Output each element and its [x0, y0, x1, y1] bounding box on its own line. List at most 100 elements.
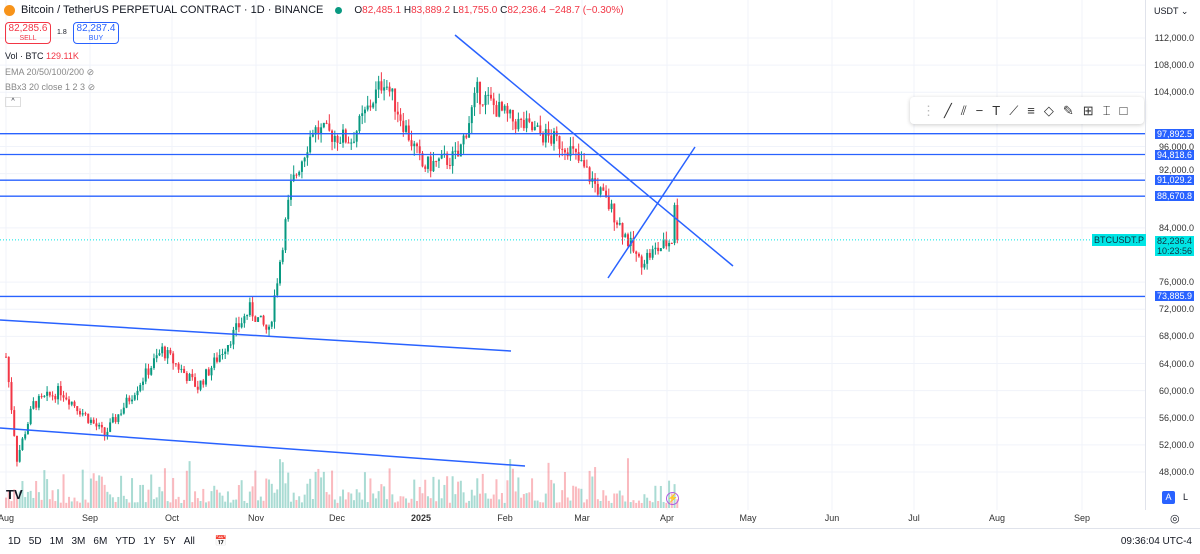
candle-body — [287, 199, 290, 220]
ray-icon[interactable]: ⟋ — [1009, 102, 1019, 118]
brush-icon[interactable]: ✎ — [1062, 102, 1074, 118]
volume-bar — [648, 500, 651, 508]
candle-body — [448, 164, 451, 166]
range-button-all[interactable]: All — [183, 536, 195, 547]
range-button-6m[interactable]: 6M — [93, 536, 108, 547]
candle-body — [317, 127, 320, 134]
candle-body — [117, 414, 120, 422]
last-price-label: 82,236.4 10:23:56 — [1154, 235, 1194, 256]
candle-body — [492, 98, 495, 106]
price-range-icon[interactable]: ⌶ — [1102, 102, 1111, 118]
volume-bar — [289, 501, 292, 508]
trend-line-icon[interactable]: ╱ — [944, 102, 952, 118]
candle-body — [226, 345, 229, 352]
volume-bar — [87, 502, 90, 508]
price-tick-label: 52,000.0 — [1158, 439, 1194, 450]
hidden-eye-icon[interactable]: ⊘ — [87, 82, 96, 92]
range-button-1d[interactable]: 1D — [8, 536, 21, 547]
volume-bar — [492, 494, 495, 508]
volume-bar — [574, 486, 577, 508]
parallel-channel-icon[interactable]: ⫽ — [960, 102, 967, 118]
currency-select[interactable]: USDT ⌄ — [1154, 6, 1189, 16]
fib-icon[interactable]: ≡ — [1027, 103, 1035, 118]
volume-bar — [147, 489, 150, 508]
candle-body — [62, 395, 65, 398]
candle-body — [383, 87, 386, 91]
volume-bar — [100, 476, 103, 508]
settings-icon[interactable]: ◎ — [1170, 513, 1180, 525]
volume-bar — [314, 471, 317, 508]
sell-button[interactable]: 82,285.6 SELL — [5, 22, 51, 44]
range-button-1y[interactable]: 1Y — [143, 536, 156, 547]
volume-indicator[interactable]: Vol · BTC 129.11K — [5, 51, 79, 61]
volume-bar — [54, 501, 57, 508]
volume-bar — [426, 496, 429, 508]
candle-body — [621, 223, 624, 238]
scale-log-button[interactable]: L — [1182, 492, 1188, 502]
volume-bar — [240, 480, 243, 508]
candle-body — [303, 157, 306, 162]
clock[interactable]: 09:36:04 UTC-4 — [1120, 536, 1192, 547]
range-button-ytd[interactable]: YTD — [115, 536, 136, 547]
eraser-icon[interactable]: ◇ — [1043, 102, 1054, 118]
volume-bar — [659, 485, 662, 508]
volume-bar — [610, 502, 613, 508]
volume-bar — [421, 493, 424, 508]
date-range-icon[interactable]: 📅 — [214, 536, 228, 547]
volume-bar — [361, 499, 364, 508]
volume-bar — [292, 492, 295, 508]
range-button-5y[interactable]: 5Y — [163, 536, 176, 547]
volume-bar — [139, 484, 142, 508]
range-button-1m[interactable]: 1M — [49, 536, 64, 547]
time-axis[interactable]: Aug Sep Oct Nov Dec 2025 Feb Mar Apr May Jun Jul Aug… — [0, 510, 1145, 528]
horizontal-ray-icon[interactable]: − — [975, 103, 984, 118]
volume-bar — [142, 484, 144, 508]
volume-bar — [158, 486, 161, 508]
candle-body — [624, 234, 627, 238]
candle-body — [465, 135, 468, 138]
candle-body — [70, 401, 73, 405]
candle-body — [668, 243, 671, 247]
drag-handle-icon[interactable]: ⋮ — [922, 102, 935, 118]
candle-body — [588, 167, 591, 182]
candle-body — [358, 115, 361, 132]
buy-button[interactable]: 82,287.4 BUY — [73, 22, 119, 44]
ema-indicator[interactable]: EMA 20/50/100/200 ⊘ — [5, 67, 95, 77]
rectangle-icon[interactable]: □ — [1119, 103, 1128, 118]
candle-body — [13, 410, 16, 436]
candle-body — [435, 160, 438, 162]
candle-body — [366, 105, 369, 110]
price-chart[interactable] — [0, 0, 1145, 510]
collapse-legend-button[interactable]: ^ — [5, 97, 21, 107]
measure-icon[interactable]: ⊞ — [1082, 102, 1094, 118]
bb-indicator[interactable]: BBx3 20 close 1 2 3 ⊘ — [5, 82, 96, 92]
range-button-5d[interactable]: 5D — [28, 536, 42, 547]
bolt-icon[interactable]: ⚡ — [666, 492, 679, 505]
symbol-title[interactable]: Bitcoin / TetherUS PERPETUAL CONTRACT · … — [21, 4, 324, 16]
range-button-3m[interactable]: 3M — [71, 536, 86, 547]
market-status-icon — [335, 6, 343, 14]
candle-body — [174, 363, 177, 365]
candle-body — [511, 109, 514, 122]
candle-body — [476, 81, 479, 93]
time-tick-label: Apr — [659, 513, 675, 523]
candle-body — [43, 395, 46, 397]
volume-bar — [163, 468, 166, 508]
candle-body — [363, 109, 366, 114]
price-axis[interactable]: USDT ⌄ A L 112,000.0 108,000.0 104,000.0 96… — [1145, 0, 1200, 510]
volume-bar — [89, 478, 92, 508]
candle-body — [514, 121, 517, 130]
scale-auto-button[interactable]: A — [1162, 491, 1175, 504]
volume-bar — [229, 502, 232, 508]
candle-body — [133, 395, 136, 400]
volume-bar — [481, 473, 484, 508]
volume-bar — [73, 497, 76, 508]
volume-bar — [632, 500, 635, 508]
volume-bar — [536, 500, 539, 508]
text-icon[interactable]: T — [992, 103, 1001, 118]
candle-body — [251, 302, 254, 317]
hidden-eye-icon[interactable]: ⊘ — [86, 67, 95, 77]
candle-body — [424, 166, 427, 169]
candle-body — [194, 377, 197, 387]
volume-bar — [150, 474, 153, 508]
